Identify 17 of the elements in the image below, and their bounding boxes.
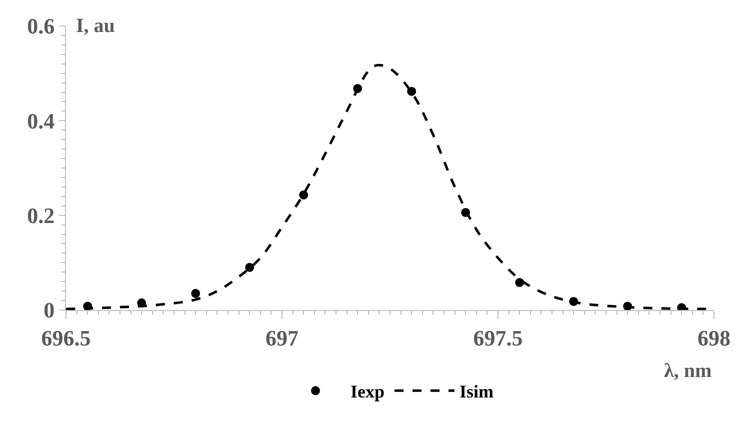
y-tick-label: 0.6 — [27, 14, 55, 39]
x-tick-label: 697.5 — [473, 325, 523, 350]
point — [245, 262, 254, 272]
x-axis-title: λ, nm — [664, 360, 712, 382]
y-axis-title: I, au — [76, 15, 115, 37]
y-tick-label: 0.4 — [27, 108, 55, 134]
x-tick-label: 698 — [698, 325, 730, 350]
point — [191, 288, 200, 298]
legend-label: Isim — [460, 382, 494, 402]
point — [515, 278, 524, 288]
x-tick-label: 697 — [266, 325, 298, 350]
y-tick-label: 0.2 — [27, 203, 55, 228]
y-tick-label: 0 — [44, 298, 55, 323]
point — [299, 190, 308, 200]
x-tick-label: 696.5 — [41, 325, 91, 350]
point — [407, 86, 416, 96]
legend-label: Iexp — [350, 382, 385, 402]
